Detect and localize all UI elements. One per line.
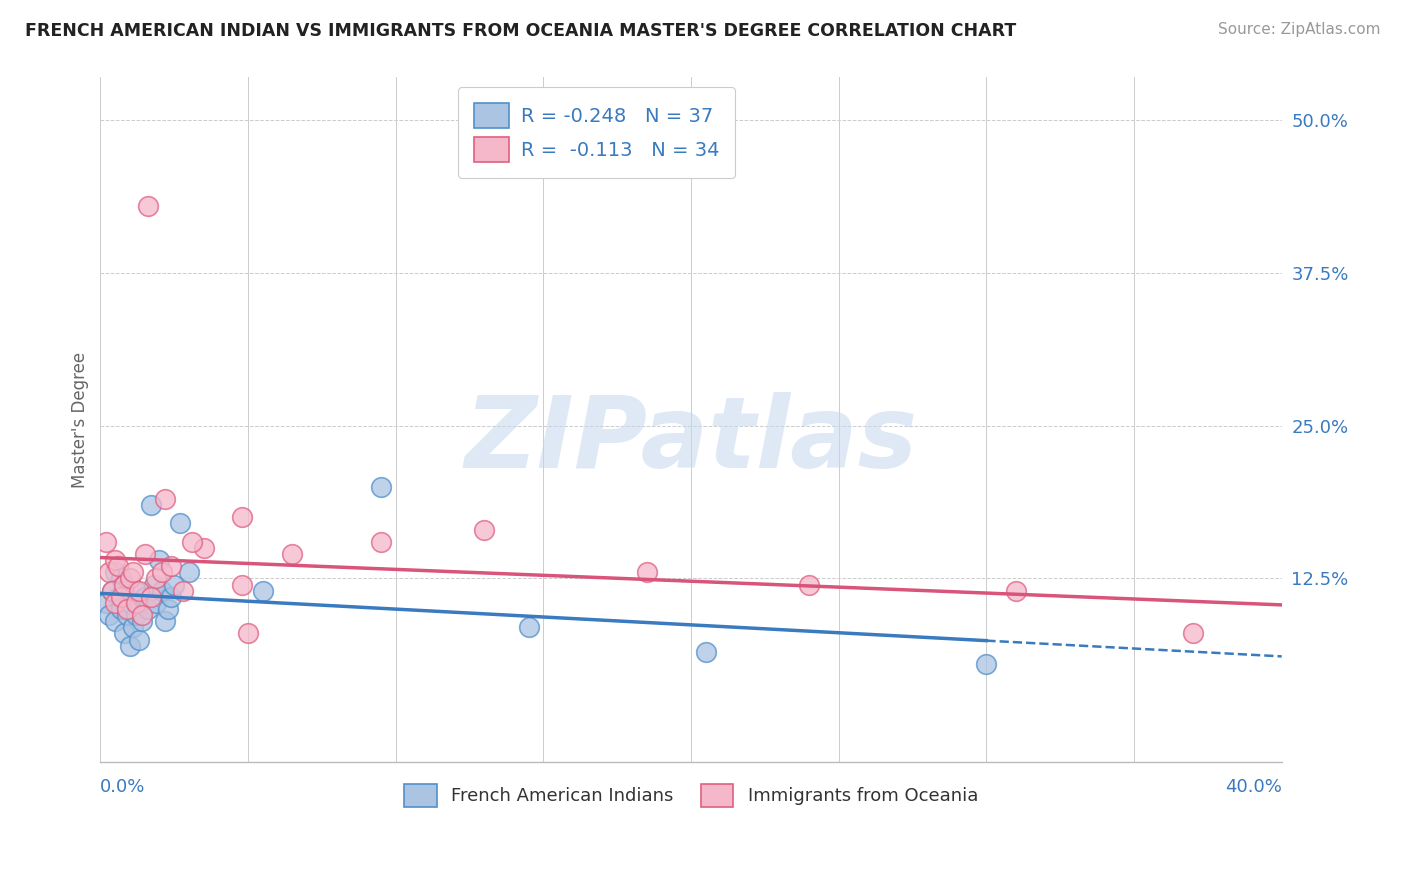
Point: [136, 602, 159, 616]
Point: [160, 590, 183, 604]
Point: [131, 608, 153, 623]
Point: [150, 583, 173, 598]
Point: [169, 516, 191, 531]
Point: [157, 602, 180, 616]
Point: [695, 645, 717, 659]
Point: [110, 590, 132, 604]
Point: [517, 620, 540, 634]
Point: [139, 590, 162, 604]
Point: [128, 583, 150, 598]
Point: [155, 491, 177, 506]
Point: [121, 566, 143, 580]
Point: [96, 596, 118, 610]
Point: [142, 577, 165, 591]
Legend: French American Indians, Immigrants from Oceania: French American Indians, Immigrants from…: [396, 777, 986, 814]
Point: [1005, 583, 1028, 598]
Point: [155, 614, 177, 628]
Point: [134, 547, 156, 561]
Point: [1182, 626, 1205, 640]
Point: [104, 614, 127, 628]
Point: [160, 559, 183, 574]
Point: [98, 608, 121, 623]
Point: [472, 523, 495, 537]
Point: [180, 534, 202, 549]
Point: [104, 553, 127, 567]
Point: [136, 199, 159, 213]
Point: [118, 596, 141, 610]
Point: [172, 583, 194, 598]
Point: [112, 583, 135, 598]
Point: [145, 596, 167, 610]
Text: FRENCH AMERICAN INDIAN VS IMMIGRANTS FROM OCEANIA MASTER'S DEGREE CORRELATION CH: FRENCH AMERICAN INDIAN VS IMMIGRANTS FRO…: [25, 22, 1017, 40]
Point: [112, 577, 135, 591]
Point: [118, 639, 141, 653]
Y-axis label: Master's Degree: Master's Degree: [72, 351, 89, 488]
Point: [177, 566, 200, 580]
Point: [98, 566, 121, 580]
Text: Source: ZipAtlas.com: Source: ZipAtlas.com: [1218, 22, 1381, 37]
Text: 0.0%: 0.0%: [100, 778, 146, 796]
Point: [104, 566, 127, 580]
Point: [115, 608, 138, 623]
Point: [101, 583, 124, 598]
Point: [150, 566, 173, 580]
Point: [110, 602, 132, 616]
Text: ZIPatlas: ZIPatlas: [464, 392, 918, 489]
Point: [134, 590, 156, 604]
Point: [799, 577, 821, 591]
Point: [107, 559, 129, 574]
Point: [370, 480, 392, 494]
Point: [139, 498, 162, 512]
Point: [118, 572, 141, 586]
Point: [121, 620, 143, 634]
Point: [976, 657, 998, 671]
Point: [115, 602, 138, 616]
Point: [236, 626, 259, 640]
Point: [125, 583, 148, 598]
Point: [128, 596, 150, 610]
Point: [96, 534, 118, 549]
Point: [163, 577, 186, 591]
Point: [231, 577, 253, 591]
Point: [148, 553, 170, 567]
Point: [636, 566, 658, 580]
Point: [252, 583, 274, 598]
Point: [131, 614, 153, 628]
Point: [281, 547, 304, 561]
Point: [125, 608, 148, 623]
Point: [193, 541, 215, 555]
Point: [104, 596, 127, 610]
Point: [107, 590, 129, 604]
Point: [128, 632, 150, 647]
Point: [231, 510, 253, 524]
Point: [110, 572, 132, 586]
Point: [101, 583, 124, 598]
Point: [145, 572, 167, 586]
Point: [112, 626, 135, 640]
Point: [125, 596, 148, 610]
Point: [370, 534, 392, 549]
Text: 40.0%: 40.0%: [1225, 778, 1282, 796]
